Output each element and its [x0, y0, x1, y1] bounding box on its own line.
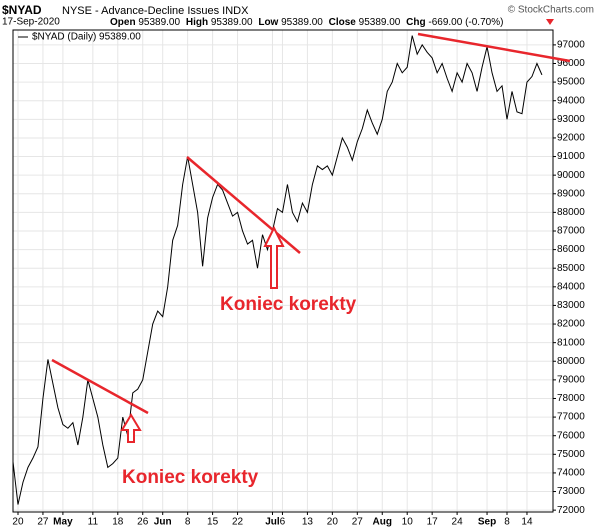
quote-value: 95389.00	[211, 17, 253, 28]
y-tick-label: 76000	[557, 430, 585, 441]
legend-label: $NYAD (Daily) 95389.00	[32, 32, 141, 43]
y-tick-label: 77000	[557, 412, 585, 423]
y-tick-label: 97000	[557, 40, 585, 51]
x-tick-label: 11	[88, 517, 99, 528]
trendline	[186, 156, 301, 254]
y-tick-label: 86000	[557, 244, 585, 255]
x-tick-label: 24	[452, 517, 464, 528]
x-tick-label: 13	[302, 517, 314, 528]
annotation: Koniec korekty	[122, 467, 259, 488]
quote-value: 95389.00	[138, 17, 180, 28]
y-tick-label: 89000	[557, 188, 585, 199]
x-tick-label: 10	[402, 517, 414, 528]
x-tick-label: Jul	[265, 517, 280, 528]
x-tick-label: 20	[327, 517, 339, 528]
y-tick-label: 88000	[557, 207, 585, 218]
y-tick-label: 82000	[557, 319, 585, 330]
quote-value: -669.00 (-0.70%)	[428, 17, 503, 28]
x-tick-label: Jun	[154, 517, 172, 528]
series-line	[12, 35, 543, 505]
y-tick-label: 72000	[557, 505, 585, 516]
x-tick-label: 27	[37, 517, 49, 528]
y-tick-label: 92000	[557, 133, 585, 144]
quote-line: Open 95389.00 High 95389.00 Low 95389.00…	[110, 17, 503, 28]
y-tick-label: 73000	[557, 486, 585, 497]
y-tick-label: 80000	[557, 356, 585, 367]
x-tick-label: 27	[352, 517, 364, 528]
x-tick-label: 6	[280, 517, 286, 528]
x-tick-label: 17	[427, 517, 439, 528]
down-icon	[546, 19, 554, 25]
quote-label: High	[186, 17, 208, 28]
date: 17-Sep-2020	[2, 17, 60, 28]
y-tick-label: 79000	[557, 375, 585, 386]
quote-value: 95389.00	[281, 17, 323, 28]
x-tick-label: May	[53, 517, 73, 528]
y-tick-label: 94000	[557, 95, 585, 106]
x-tick-label: 22	[232, 517, 244, 528]
y-tick-label: 84000	[557, 281, 585, 292]
x-tick-label: 18	[112, 517, 124, 528]
x-tick-label: 15	[207, 517, 219, 528]
y-tick-label: 93000	[557, 114, 585, 125]
source: © StockCharts.com	[508, 5, 594, 16]
y-tick-label: 96000	[557, 58, 585, 69]
plot-frame	[12, 29, 554, 513]
x-tick-label: 20	[12, 517, 24, 528]
y-tick-label: 74000	[557, 468, 585, 479]
quote-label: Close	[329, 17, 357, 28]
quote-label: Chg	[406, 17, 425, 28]
arrow	[263, 225, 285, 289]
annotation: Koniec korekty	[220, 294, 357, 315]
trendlines	[51, 32, 571, 415]
y-tick-label: 90000	[557, 170, 585, 181]
x-tick-label: 8	[185, 517, 191, 528]
plot-area: 72000 73000 74000 75000 76000 77000 78000 79000…	[12, 30, 585, 528]
x-tick-label: Sep	[478, 517, 496, 528]
y-tick-label: 83000	[557, 300, 585, 311]
chart-subtitle: NYSE - Advance-Decline Issues INDX	[62, 5, 249, 17]
x-tick-label: Aug	[373, 517, 392, 528]
y-tick-label: 85000	[557, 263, 585, 274]
y-tick-label: 95000	[557, 77, 585, 88]
y-tick-label: 75000	[557, 449, 585, 460]
x-tick-label: 26	[137, 517, 149, 528]
arrow	[120, 413, 142, 443]
y-tick-label: 81000	[557, 337, 585, 348]
x-tick-label: 8	[504, 517, 510, 528]
quote-value: 95389.00	[359, 17, 401, 28]
chart-title: $NYAD	[2, 3, 42, 17]
trendline	[417, 32, 571, 63]
x-tick-label: 14	[521, 517, 533, 528]
y-tick-label: 78000	[557, 393, 585, 404]
quote-label: Low	[258, 17, 278, 28]
y-tick-label: 91000	[557, 151, 585, 162]
trendline	[51, 358, 149, 415]
quote-label: Open	[110, 17, 136, 28]
y-tick-label: 87000	[557, 226, 585, 237]
